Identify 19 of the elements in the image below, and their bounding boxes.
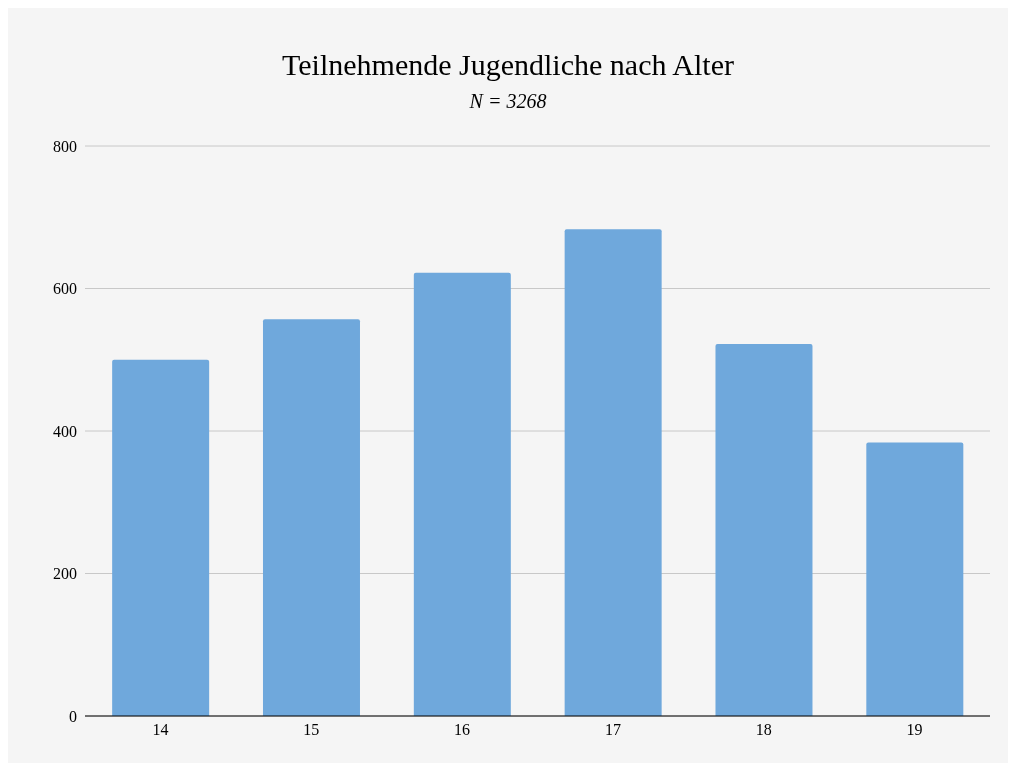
bar: [413, 272, 511, 716]
bar: [112, 359, 210, 716]
y-tick-label: 800: [53, 137, 77, 155]
x-tick-label: 15: [303, 721, 320, 739]
y-tick-label: 0: [69, 707, 77, 725]
y-tick-label: 200: [53, 565, 77, 583]
x-tick-label: 14: [152, 721, 169, 739]
y-tick-label: 400: [53, 422, 77, 440]
bar: [715, 344, 813, 716]
x-tick-label: 19: [906, 721, 923, 739]
bar: [866, 442, 964, 716]
chart-title: Teilnehmende Jugendliche nach Alter: [281, 48, 735, 82]
x-tick-label: 18: [755, 721, 772, 739]
x-tick-label: 16: [454, 721, 471, 739]
y-tick-label: 600: [53, 280, 77, 298]
chart-subtitle: N = 3268: [468, 90, 548, 113]
x-tick-label: 17: [604, 721, 621, 739]
bar: [564, 229, 662, 716]
bar: [262, 319, 360, 716]
